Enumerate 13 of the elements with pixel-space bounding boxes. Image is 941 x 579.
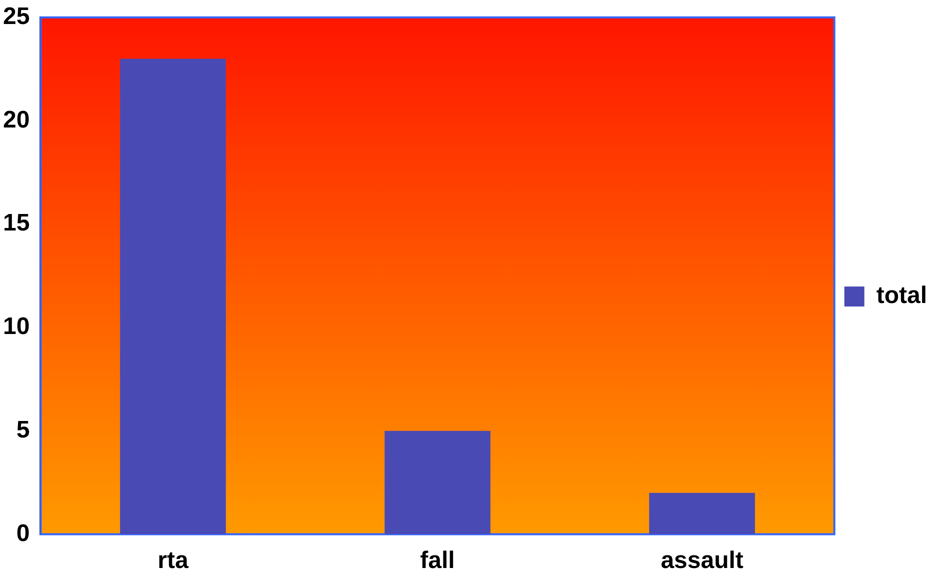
legend-label: total [876, 282, 928, 310]
y-tick-label: 5 [16, 416, 30, 444]
bar [120, 58, 226, 534]
y-tick-label: 0 [16, 520, 30, 547]
bar [649, 492, 755, 534]
y-tick-label: 15 [2, 210, 30, 237]
bar [384, 430, 490, 534]
x-tick-label: assault [660, 547, 744, 574]
y-tick-label: 20 [2, 106, 30, 134]
y-tick-label: 25 [2, 3, 30, 30]
x-tick-label: fall [420, 547, 455, 574]
x-tick-label: rta [158, 547, 189, 574]
y-tick-label: 10 [2, 313, 30, 340]
